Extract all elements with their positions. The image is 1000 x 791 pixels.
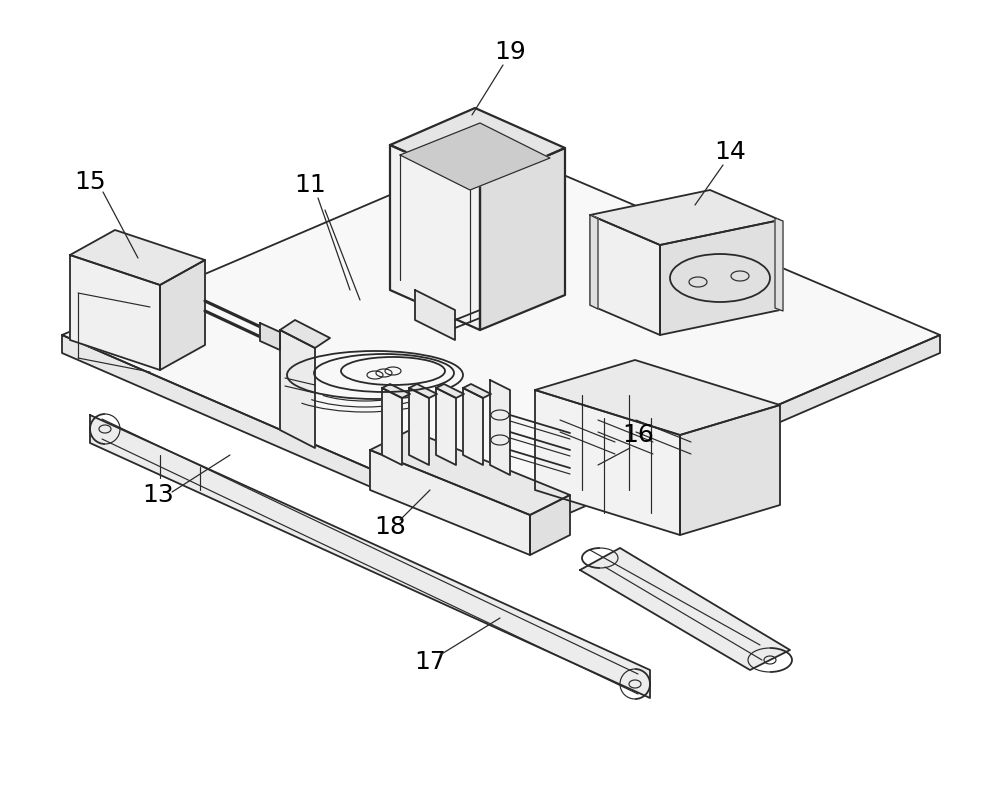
Polygon shape	[370, 450, 530, 555]
Polygon shape	[382, 384, 410, 398]
Polygon shape	[535, 360, 780, 435]
Polygon shape	[62, 335, 500, 543]
Polygon shape	[382, 388, 402, 465]
Polygon shape	[530, 495, 570, 555]
Polygon shape	[280, 320, 330, 348]
Polygon shape	[280, 330, 315, 448]
Polygon shape	[160, 260, 205, 370]
Polygon shape	[90, 415, 650, 698]
Polygon shape	[580, 548, 790, 670]
Polygon shape	[480, 148, 565, 330]
Polygon shape	[680, 405, 780, 535]
Polygon shape	[370, 430, 570, 515]
Text: 16: 16	[622, 423, 654, 447]
Polygon shape	[260, 323, 280, 350]
Polygon shape	[436, 388, 456, 465]
Polygon shape	[415, 290, 455, 340]
Text: 17: 17	[414, 650, 446, 674]
Polygon shape	[70, 255, 160, 370]
Polygon shape	[590, 215, 660, 335]
Text: 11: 11	[294, 173, 326, 197]
Polygon shape	[463, 388, 483, 465]
Polygon shape	[70, 230, 205, 285]
Text: 15: 15	[74, 170, 106, 194]
Polygon shape	[490, 380, 510, 475]
Polygon shape	[62, 148, 940, 525]
Polygon shape	[463, 384, 491, 398]
Polygon shape	[660, 220, 780, 335]
Polygon shape	[775, 218, 783, 311]
Text: 13: 13	[142, 483, 174, 507]
Text: 18: 18	[374, 515, 406, 539]
Polygon shape	[390, 145, 480, 330]
Text: 19: 19	[494, 40, 526, 64]
Polygon shape	[400, 123, 550, 190]
Polygon shape	[436, 384, 464, 398]
Polygon shape	[590, 215, 598, 309]
Polygon shape	[409, 388, 429, 465]
Polygon shape	[390, 108, 565, 185]
Polygon shape	[409, 384, 437, 398]
Polygon shape	[590, 190, 780, 245]
Polygon shape	[535, 390, 680, 535]
Polygon shape	[500, 335, 940, 543]
Text: 14: 14	[714, 140, 746, 164]
